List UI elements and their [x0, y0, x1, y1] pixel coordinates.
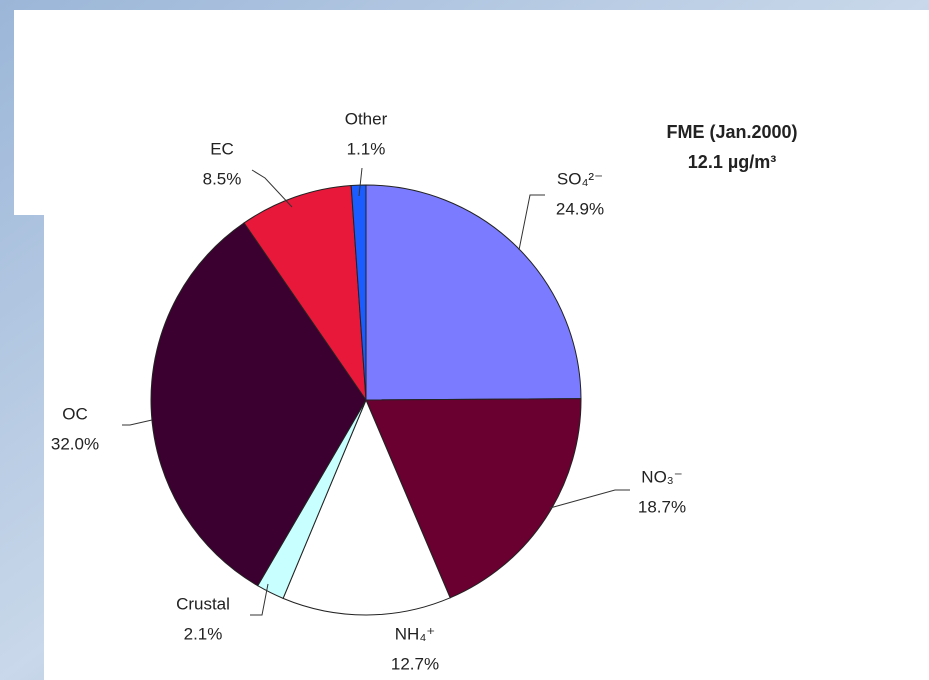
- leader-line: [518, 194, 545, 251]
- slice-label: EC: [210, 139, 234, 158]
- slice-label: NH₄⁺: [395, 624, 435, 643]
- leader-line: [358, 167, 363, 197]
- pie-slice: [350, 184, 367, 401]
- value-label: 18.7%: [638, 497, 686, 516]
- pie-slice: [282, 398, 451, 616]
- pie-slice: [365, 398, 582, 599]
- slice-label: SO₄²⁻: [557, 169, 603, 188]
- leader-line: [250, 583, 269, 616]
- slice-label: NO₃⁻: [641, 467, 682, 486]
- chart-subtitle: 12.1 µg/m³: [688, 152, 776, 172]
- slice-label: Crustal: [176, 594, 230, 613]
- slice-label: OC: [62, 404, 88, 423]
- leader-line: [549, 489, 630, 509]
- slice-label: Other: [345, 109, 388, 128]
- value-label: 1.1%: [347, 139, 386, 158]
- value-label: 2.1%: [184, 624, 223, 643]
- value-label: 32.0%: [51, 434, 99, 453]
- pie-slice: [150, 222, 367, 587]
- pie: [150, 184, 582, 616]
- pie-slice: [365, 184, 582, 401]
- value-label: 24.9%: [556, 199, 604, 218]
- pie-slice: [243, 184, 367, 402]
- leader-line: [251, 169, 293, 208]
- leader-line: [122, 419, 153, 426]
- value-label: 8.5%: [203, 169, 242, 188]
- chart-title: FME (Jan.2000): [666, 122, 797, 142]
- value-label: 12.7%: [391, 654, 439, 673]
- panel-top: [14, 10, 929, 215]
- leader-lines: [122, 167, 630, 616]
